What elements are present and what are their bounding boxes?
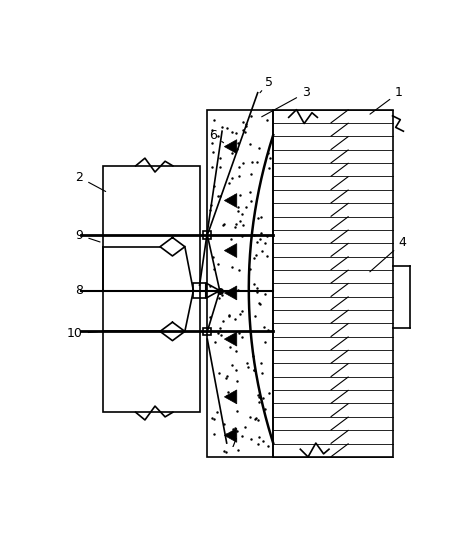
Text: 3: 3	[261, 86, 310, 117]
Polygon shape	[225, 244, 237, 258]
Text: 10: 10	[67, 327, 97, 340]
Polygon shape	[225, 332, 237, 346]
Text: 7: 7	[227, 434, 238, 449]
Bar	[203, 231, 211, 239]
Polygon shape	[225, 429, 237, 442]
Text: 5: 5	[260, 76, 273, 93]
Polygon shape	[225, 193, 237, 208]
Text: 2: 2	[75, 171, 106, 191]
Text: 4: 4	[370, 236, 407, 272]
Polygon shape	[225, 140, 237, 153]
Polygon shape	[225, 390, 237, 404]
Polygon shape	[225, 286, 237, 300]
Text: 6: 6	[209, 129, 224, 143]
Text: 8: 8	[75, 284, 84, 297]
Text: 1: 1	[370, 86, 403, 114]
Bar	[194, 283, 206, 298]
Bar	[207, 110, 273, 457]
Bar	[203, 328, 211, 335]
Bar	[103, 166, 200, 412]
Text: 9: 9	[75, 229, 100, 242]
Bar	[273, 110, 393, 457]
